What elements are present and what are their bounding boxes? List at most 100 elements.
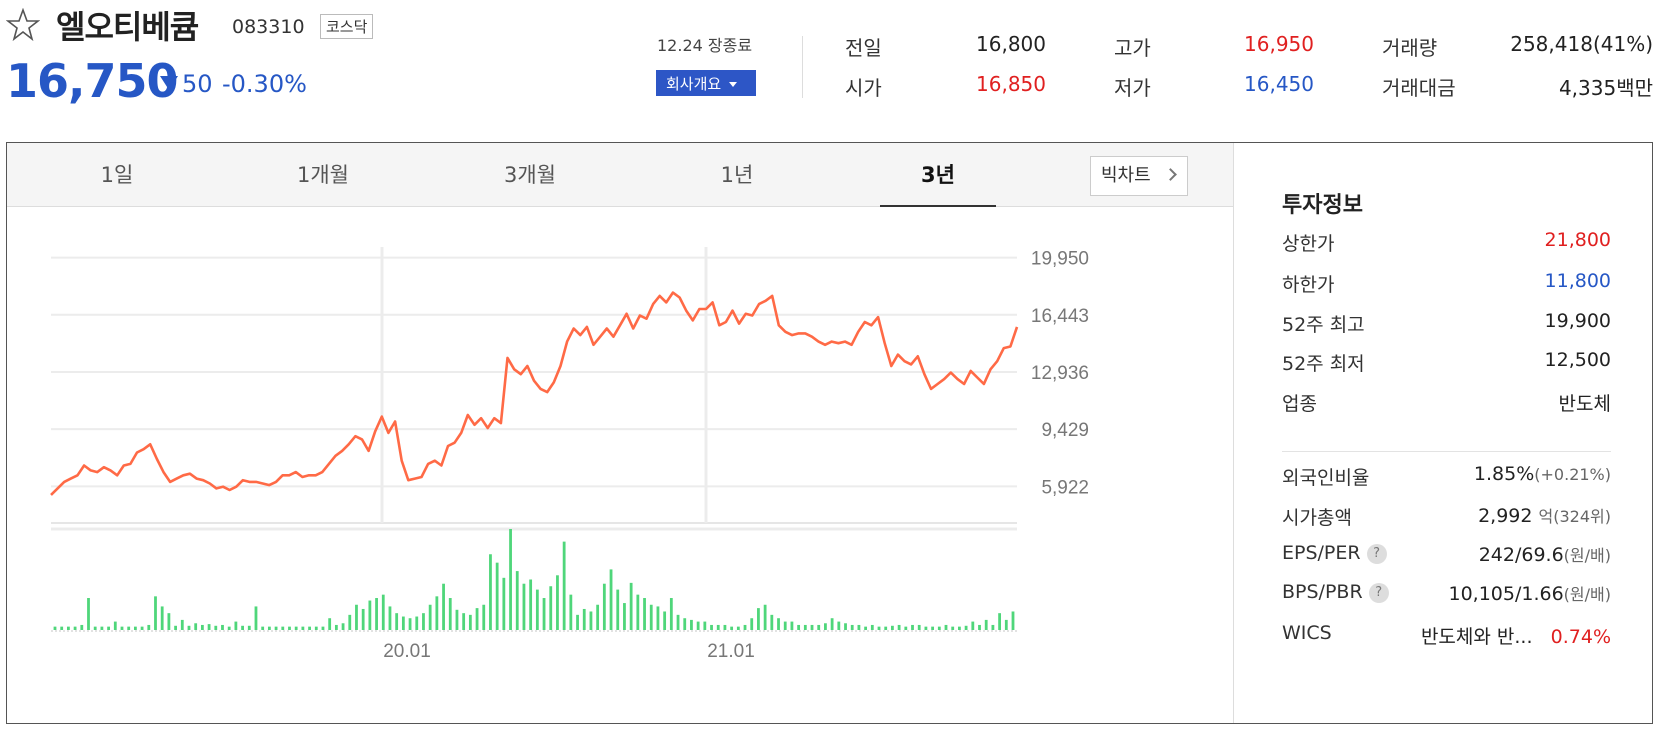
high-value: 16,950 (1244, 32, 1314, 56)
volume-bar (944, 624, 948, 630)
stock-code: 083310 (232, 16, 305, 38)
upper-limit-row: 상한가 21,800 (1282, 229, 1611, 257)
low-label: 저가 (1114, 76, 1151, 100)
market-cap-value: 2,992 (1478, 505, 1533, 527)
volume-bar (736, 626, 740, 630)
invest-title: 투자정보 (1282, 193, 1363, 218)
volume-bar (917, 624, 921, 630)
sector-label: 업종 (1282, 393, 1317, 415)
y-tick-label: 12,936 (1031, 363, 1089, 384)
volume-bar (227, 626, 231, 630)
volume-bar (281, 626, 285, 630)
big-chart-label: 빅차트 (1101, 165, 1151, 186)
tab-1y[interactable]: 1년 (720, 163, 754, 187)
volume-bar (462, 613, 466, 630)
price-chart[interactable]: 19,950 16,443 12,936 9,429 5,922 20.01 21.01 (7, 207, 1233, 723)
volume-bar (730, 626, 734, 630)
tab-1d[interactable]: 1일 (100, 163, 134, 187)
volume-bar (803, 624, 807, 630)
volume-bar (509, 529, 512, 630)
volume-bar (669, 598, 673, 630)
volume-bar (884, 626, 888, 630)
volume-bar (623, 603, 626, 630)
star-icon[interactable] (6, 8, 40, 42)
volume-bar (221, 624, 224, 630)
volume-bar (703, 621, 707, 630)
low-value: 16,450 (1244, 72, 1314, 96)
week52-low-value: 12,500 (1544, 349, 1611, 371)
eps-per-row: EPS/PER? 242/69.6(원/배) (1282, 542, 1611, 570)
volume-bar (140, 626, 144, 630)
tab-3y[interactable]: 3년 (880, 143, 996, 207)
volume-bar (348, 614, 352, 630)
volume-bar (609, 569, 613, 630)
bps-pbr-row: BPS/PBR? 10,105/1.66(원/배) (1282, 581, 1611, 609)
volume-bar (435, 596, 439, 630)
open-value: 16,850 (976, 72, 1046, 96)
chevron-right-icon (1164, 168, 1177, 181)
volume-bar (743, 624, 747, 630)
volume-bar (589, 611, 593, 630)
y-tick-label: 19,950 (1031, 249, 1089, 270)
volume-bar (998, 613, 1002, 630)
volume-bar (958, 626, 961, 630)
open-label: 시가 (845, 76, 882, 100)
volume-bar (368, 600, 372, 630)
volume-bar (984, 619, 988, 630)
volume-bar (328, 618, 332, 630)
volume-bar (649, 604, 653, 630)
volume-bar (107, 626, 110, 630)
volume-value: 258,418(41%) (1510, 32, 1653, 56)
eps-per-value: 242/69.6 (1478, 544, 1564, 566)
stock-header: 엘오티베큠 083310 코스닥 16,750 50 -0.30% 12.24 … (0, 0, 1659, 140)
wics-rate: 0.74% (1550, 626, 1611, 648)
volume-bar (783, 621, 787, 630)
volume-bar (891, 625, 894, 630)
volume-bar (288, 626, 291, 630)
company-overview-button[interactable]: 회사개요 (656, 70, 756, 96)
tab-1m[interactable]: 1개월 (296, 163, 349, 187)
volume-bar (167, 613, 171, 630)
volume-bar (656, 606, 660, 630)
volume-bar (502, 577, 506, 630)
lower-limit-label: 하한가 (1282, 274, 1335, 296)
volume-bar (877, 626, 881, 630)
volume-bar (817, 624, 821, 630)
high-label: 고가 (1114, 36, 1151, 60)
week52-high-row: 52주 최고 19,900 (1282, 310, 1611, 338)
volume-bar (824, 623, 827, 630)
volume-bar (375, 598, 378, 630)
volume-bar (897, 624, 901, 630)
volume-bar (690, 619, 693, 630)
help-icon[interactable]: ? (1366, 544, 1387, 564)
help-icon[interactable]: ? (1368, 583, 1389, 603)
volume-bar (683, 618, 687, 630)
volume-bar (408, 618, 412, 630)
amount-value: 4,335백만 (1558, 76, 1653, 100)
volume-bar (174, 625, 177, 630)
volume-bar (187, 625, 191, 630)
volume-bar (515, 571, 519, 630)
volume-bar (676, 614, 680, 630)
volume-bar (120, 626, 124, 630)
volume-bar (341, 623, 345, 630)
volume-bar (710, 624, 713, 630)
volume-bar (314, 626, 318, 630)
volume-bar (837, 621, 841, 630)
tab-3m[interactable]: 3개월 (503, 163, 556, 187)
volume-bar (147, 624, 151, 630)
volume-bar (355, 604, 358, 630)
wics-value[interactable]: 반도체와 반... (1420, 626, 1533, 648)
volume-bar (616, 589, 620, 630)
volume-bar (629, 582, 633, 630)
volume-bar (294, 626, 298, 630)
foreign-ratio-label: 외국인비율 (1282, 467, 1370, 489)
y-tick-label: 16,443 (1031, 306, 1089, 327)
sector-value[interactable]: 반도체 (1558, 393, 1611, 415)
volume-bar (857, 624, 861, 630)
volume-bar (924, 626, 928, 630)
big-chart-button[interactable]: 빅차트 (1090, 156, 1188, 196)
volume-bar (529, 579, 533, 630)
volume-bar (489, 554, 492, 630)
volume-bar (556, 575, 559, 630)
